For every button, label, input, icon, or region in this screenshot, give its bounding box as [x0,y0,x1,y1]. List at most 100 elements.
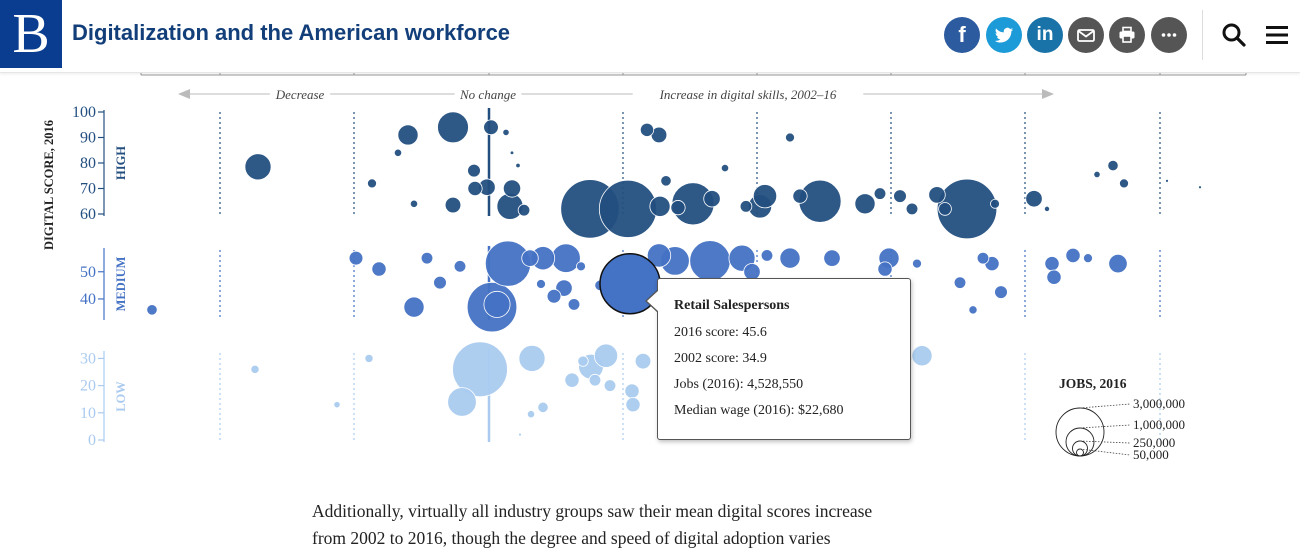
menu-icon[interactable] [1262,20,1292,50]
direction-label-increase: Increase in digital skills, 2002–16 [659,87,837,102]
y-tick-label: 20 [80,378,96,395]
direction-label-bg [632,86,864,102]
bubble [938,202,952,216]
y-tick-label: 100 [72,104,96,121]
bubble [420,251,434,265]
more-icon[interactable] [1151,17,1187,53]
bubble [509,150,515,156]
bubble [854,193,876,215]
bubble [1025,190,1043,208]
bubble [598,179,658,238]
bubble [447,387,477,417]
bubble [1043,205,1051,212]
bubble [1198,185,1202,190]
twitter-icon[interactable] [986,17,1022,53]
bubble [453,260,467,273]
bubble [577,355,589,367]
y-tick-label: 10 [80,405,96,422]
tooltip-2002-score: 2002 score: 34.9 [674,351,767,366]
bubble [646,243,672,268]
linkedin-icon[interactable]: in [1027,17,1063,53]
bubble [792,188,808,204]
direction-label-bg [269,86,331,102]
bubble [452,341,508,398]
bubble [1044,256,1060,272]
bubble [785,132,795,143]
header-divider [1202,10,1203,60]
facebook-icon[interactable]: f [944,17,980,53]
chart-frame: Decrease No change Increase in digital ski… [140,68,1247,102]
direction-label-no-change: No change [459,87,516,102]
bubble [588,373,602,387]
bubble [1083,253,1093,264]
bubble [593,343,619,368]
y-tick-label: 70 [80,181,96,198]
bubble [551,243,581,273]
legend-size-label: 1,000,000 [1133,417,1185,432]
page-title[interactable]: Digitalization and the American workforc… [72,20,511,45]
bubble [936,178,998,240]
bubble [603,379,617,392]
email-icon[interactable] [1068,17,1104,53]
bubble [467,163,481,178]
bubble [467,180,483,197]
direction-label-decrease: Decrease [275,87,325,102]
bubble [1165,178,1169,183]
bubble [1093,170,1101,179]
bubble [823,249,841,267]
bubble [625,397,641,413]
bubble [994,285,1008,299]
bubble [521,249,539,267]
bubble [1065,247,1081,264]
print-icon[interactable] [1109,17,1145,53]
legend-circle [1076,448,1084,457]
bubble [403,296,425,318]
bubble [536,279,546,289]
bubble [576,261,586,272]
bubble [371,261,387,277]
band-label-low: LOW [114,381,128,412]
bubble [976,251,990,265]
band-label-high: HIGH [114,146,128,180]
site-logo[interactable]: B [0,0,62,68]
y-tick-label: 0 [88,432,96,449]
bubble [437,111,469,144]
bubble [546,288,562,304]
bubble [518,432,522,437]
bubble [537,401,549,414]
bubble [928,186,946,204]
bubble [564,372,580,388]
bubble [483,290,511,318]
band-label-medium: MEDIUM [114,256,128,311]
bubble [397,124,419,146]
bubble [367,178,377,189]
y-tick-label: 60 [80,206,96,223]
legend-title: JOBS, 2016 [1059,376,1127,391]
bubble [639,122,655,137]
article-paragraph: Additionally, virtually all industry gro… [312,498,1012,552]
high-band-bubbles [244,111,1202,240]
legend-leader [1079,403,1131,409]
jobs-size-legend: JOBS, 2016 3,000,000 1,000,000 250,00050,00… [1055,376,1185,462]
bubble [670,200,686,216]
search-icon[interactable] [1219,20,1249,50]
bubble [483,119,499,136]
y-tick-label: 50 [80,264,96,281]
legend-circle [1065,427,1095,457]
y-axis-title: DIGITAL SCORE, 2016 [42,120,56,250]
bubble [877,261,893,277]
bubble [760,249,774,262]
bubble [244,153,272,181]
bubble [649,195,671,217]
bubble [1107,159,1119,172]
bubble [517,203,531,217]
y-tick-label: 90 [80,130,96,147]
bubble [873,187,887,200]
bubble [779,247,801,269]
tooltip-median-wage: Median wage (2016): $22,680 [674,403,844,418]
bubble [739,200,753,213]
tooltip-jobs: Jobs (2016): 4,528,550 [674,377,804,392]
bubble [1108,253,1128,274]
bubble [502,179,522,198]
